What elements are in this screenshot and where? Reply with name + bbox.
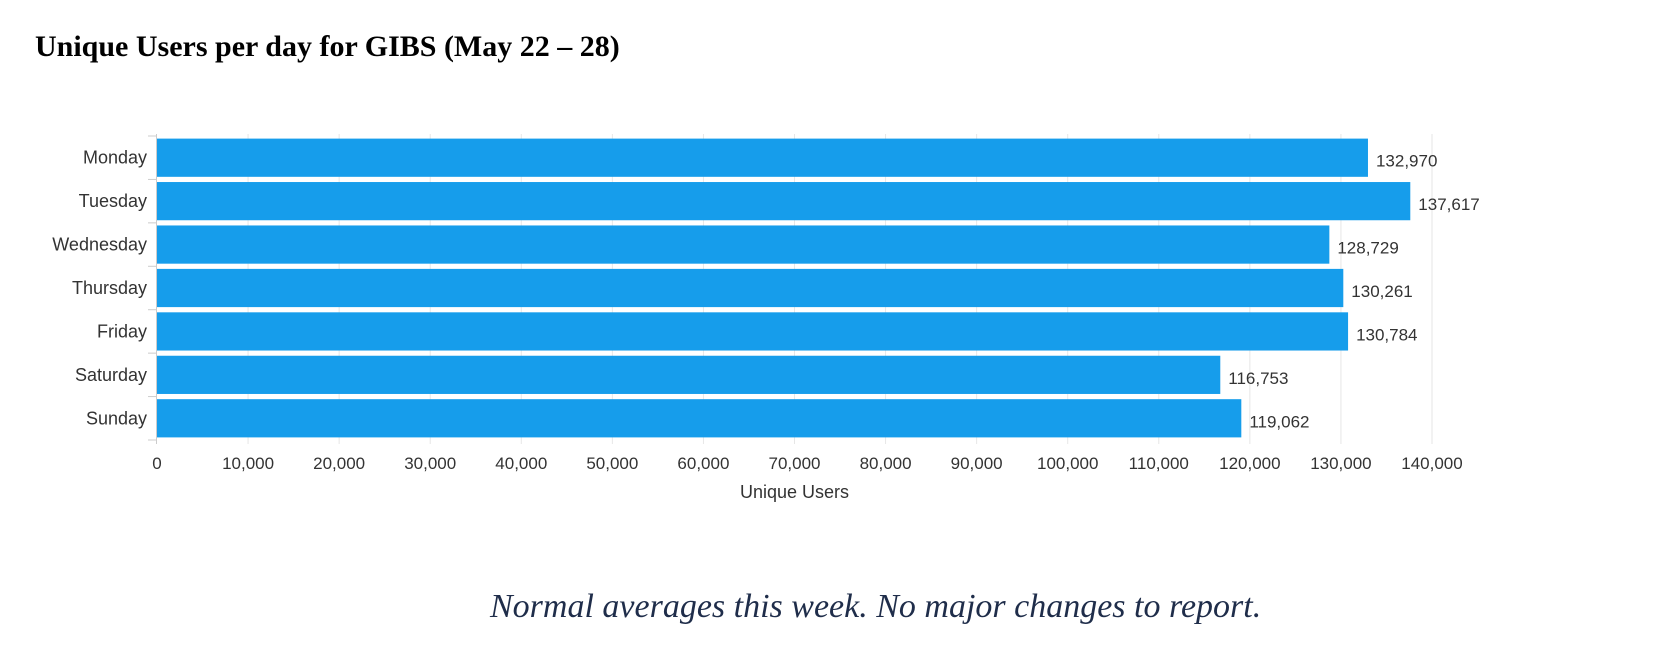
x-tick-label: 140,000 xyxy=(1401,454,1462,473)
x-tick-label: 70,000 xyxy=(769,454,821,473)
x-tick-label: 60,000 xyxy=(677,454,729,473)
y-category-label: Wednesday xyxy=(52,235,147,255)
bar-chart: 0 10,000 20,000 30,000 40,000 50,000 60,000 70,… xyxy=(52,134,1480,502)
x-tick-label: 30,000 xyxy=(404,454,456,473)
x-tick-label: 20,000 xyxy=(313,454,365,473)
bar-data-label: 128,729 xyxy=(1337,239,1398,258)
x-tick-label: 50,000 xyxy=(586,454,638,473)
x-tick-label: 120,000 xyxy=(1219,454,1280,473)
y-category-label: Saturday xyxy=(75,365,147,385)
bar-data-label: 132,970 xyxy=(1376,152,1437,171)
x-tick-label: 130,000 xyxy=(1310,454,1371,473)
bar-data-label: 137,617 xyxy=(1418,195,1479,214)
x-tick-label: 100,000 xyxy=(1037,454,1098,473)
bar xyxy=(157,182,1411,221)
bar xyxy=(157,225,1330,264)
bar xyxy=(157,312,1349,351)
x-tick-label: 110,000 xyxy=(1129,454,1189,473)
y-category-label: Sunday xyxy=(86,408,147,428)
chart-title: Unique Users per day for GIBS (May 22 – … xyxy=(35,30,620,63)
x-tick-label: 40,000 xyxy=(495,454,547,473)
bar xyxy=(157,399,1242,438)
bar xyxy=(157,268,1344,308)
bar xyxy=(157,138,1368,177)
y-category-label: Monday xyxy=(83,148,147,168)
bar-data-label: 130,784 xyxy=(1356,325,1417,344)
x-tick-label: 90,000 xyxy=(951,454,1003,473)
y-category-label: Thursday xyxy=(72,278,147,298)
data-labels: 132,970 137,617 128,729 130,261 130,784 116,7… xyxy=(1228,152,1479,432)
bar-data-label: 130,261 xyxy=(1351,282,1412,301)
x-axis-title: Unique Users xyxy=(740,482,849,502)
bars xyxy=(157,138,1411,438)
y-category-label: Friday xyxy=(97,321,147,341)
y-category-label: Tuesday xyxy=(79,191,147,211)
x-tick-label: 0 xyxy=(152,454,161,473)
axes: 0 10,000 20,000 30,000 40,000 50,000 60,000 70,… xyxy=(52,134,1463,473)
bar-data-label: 119,062 xyxy=(1249,412,1309,431)
caption: Normal averages this week. No major chan… xyxy=(490,588,1262,625)
bar-data-label: 116,753 xyxy=(1228,369,1288,388)
x-tick-label: 10,000 xyxy=(222,454,274,473)
x-tick-label: 80,000 xyxy=(860,454,912,473)
bar xyxy=(157,355,1221,394)
